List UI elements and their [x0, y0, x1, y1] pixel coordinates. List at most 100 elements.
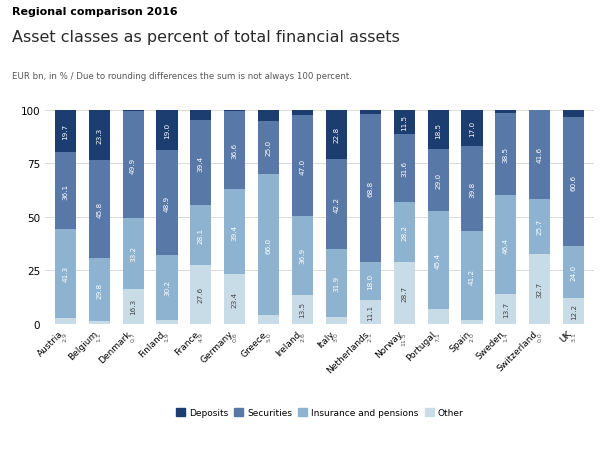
Bar [394, 135, 415, 203]
Text: 0.0: 0.0 [537, 332, 542, 341]
Bar [461, 320, 482, 324]
Bar [428, 111, 449, 150]
Bar [258, 175, 279, 316]
Bar [428, 212, 449, 309]
Text: 23.4: 23.4 [232, 291, 238, 307]
Bar [89, 322, 110, 324]
Text: 31.6: 31.6 [401, 161, 407, 177]
Text: 41.2: 41.2 [469, 268, 475, 284]
Bar [496, 196, 517, 295]
Bar [292, 111, 313, 116]
Text: 3.1: 3.1 [571, 332, 576, 341]
Text: 18.0: 18.0 [367, 273, 373, 289]
Bar [224, 111, 245, 112]
Bar [190, 205, 211, 265]
Bar [258, 316, 279, 324]
Text: 29.8: 29.8 [96, 282, 102, 298]
Text: 31.9: 31.9 [334, 275, 340, 292]
Bar [496, 295, 517, 324]
Bar [360, 111, 381, 115]
Bar [157, 256, 178, 320]
Text: 11.5: 11.5 [401, 115, 407, 131]
Text: 16.3: 16.3 [130, 299, 136, 315]
Bar [157, 320, 178, 324]
Text: 28.2: 28.2 [401, 225, 407, 241]
Bar [292, 217, 313, 295]
Text: 68.8: 68.8 [367, 181, 373, 197]
Bar [55, 111, 76, 153]
Text: 1.9: 1.9 [164, 332, 170, 341]
Bar [55, 318, 76, 324]
Bar [122, 219, 143, 289]
Text: 25.0: 25.0 [266, 140, 272, 156]
Bar [190, 111, 211, 121]
Text: 49.9: 49.9 [130, 157, 136, 173]
Text: 29.0: 29.0 [435, 173, 441, 189]
Text: 39.4: 39.4 [232, 224, 238, 240]
Text: 0.6: 0.6 [232, 332, 237, 341]
Text: 36.1: 36.1 [62, 183, 68, 199]
Bar [326, 159, 347, 250]
Bar [258, 111, 279, 121]
Text: 41.3: 41.3 [62, 266, 68, 282]
Text: 25.7: 25.7 [537, 219, 543, 235]
Bar [360, 300, 381, 324]
Text: 28.1: 28.1 [198, 227, 204, 243]
Bar [496, 111, 517, 113]
Text: 13.5: 13.5 [299, 301, 305, 318]
Bar [326, 111, 347, 159]
Text: 12.2: 12.2 [571, 303, 577, 319]
Bar [563, 247, 584, 298]
Text: 2.0: 2.0 [470, 332, 475, 341]
Text: 18.5: 18.5 [435, 122, 441, 138]
Bar [89, 160, 110, 258]
Text: 32.7: 32.7 [537, 281, 543, 297]
Bar [394, 203, 415, 263]
Bar [563, 118, 584, 247]
Text: 39.8: 39.8 [469, 181, 475, 197]
Bar [224, 274, 245, 324]
Bar [428, 150, 449, 212]
Legend: Deposits, Securities, Insurance and pensions, Other: Deposits, Securities, Insurance and pens… [172, 405, 467, 421]
Text: 11.1: 11.1 [367, 304, 373, 320]
Text: 5.0: 5.0 [266, 332, 271, 341]
Bar [55, 230, 76, 318]
Text: 30.2: 30.2 [164, 280, 170, 296]
Bar [292, 295, 313, 324]
Bar [461, 111, 482, 147]
Text: 66.0: 66.0 [266, 237, 272, 253]
Text: 36.6: 36.6 [232, 143, 238, 159]
Text: 17.0: 17.0 [469, 121, 475, 137]
Text: 11.5: 11.5 [402, 332, 407, 345]
Bar [394, 111, 415, 135]
Bar [157, 111, 178, 151]
Bar [496, 113, 517, 196]
Bar [122, 110, 143, 112]
Text: 1.4: 1.4 [503, 332, 508, 341]
Text: Regional comparison 2016: Regional comparison 2016 [12, 7, 178, 17]
Bar [224, 112, 245, 190]
Text: 4.9: 4.9 [199, 332, 203, 342]
Text: 2.6: 2.6 [300, 332, 305, 341]
Text: 47.0: 47.0 [299, 158, 305, 175]
Text: 38.5: 38.5 [503, 147, 509, 163]
Bar [563, 111, 584, 118]
Bar [529, 111, 550, 200]
Bar [461, 147, 482, 232]
Bar [122, 289, 143, 324]
Text: EUR bn, in % / Due to rounding differences the sum is not always 100 percent.: EUR bn, in % / Due to rounding differenc… [12, 72, 352, 81]
Text: 22.8: 22.8 [334, 127, 340, 143]
Text: 45.4: 45.4 [435, 252, 441, 269]
Text: 28.7: 28.7 [401, 285, 407, 301]
Text: 41.6: 41.6 [537, 147, 543, 163]
Bar [461, 232, 482, 320]
Text: 19.0: 19.0 [164, 123, 170, 139]
Text: 27.6: 27.6 [198, 287, 204, 303]
Bar [157, 151, 178, 256]
Text: 13.7: 13.7 [503, 301, 509, 318]
Bar [89, 258, 110, 322]
Bar [224, 190, 245, 274]
Text: 2.9: 2.9 [63, 332, 68, 342]
Text: 24.0: 24.0 [571, 264, 577, 281]
Text: 2.1: 2.1 [368, 332, 373, 341]
